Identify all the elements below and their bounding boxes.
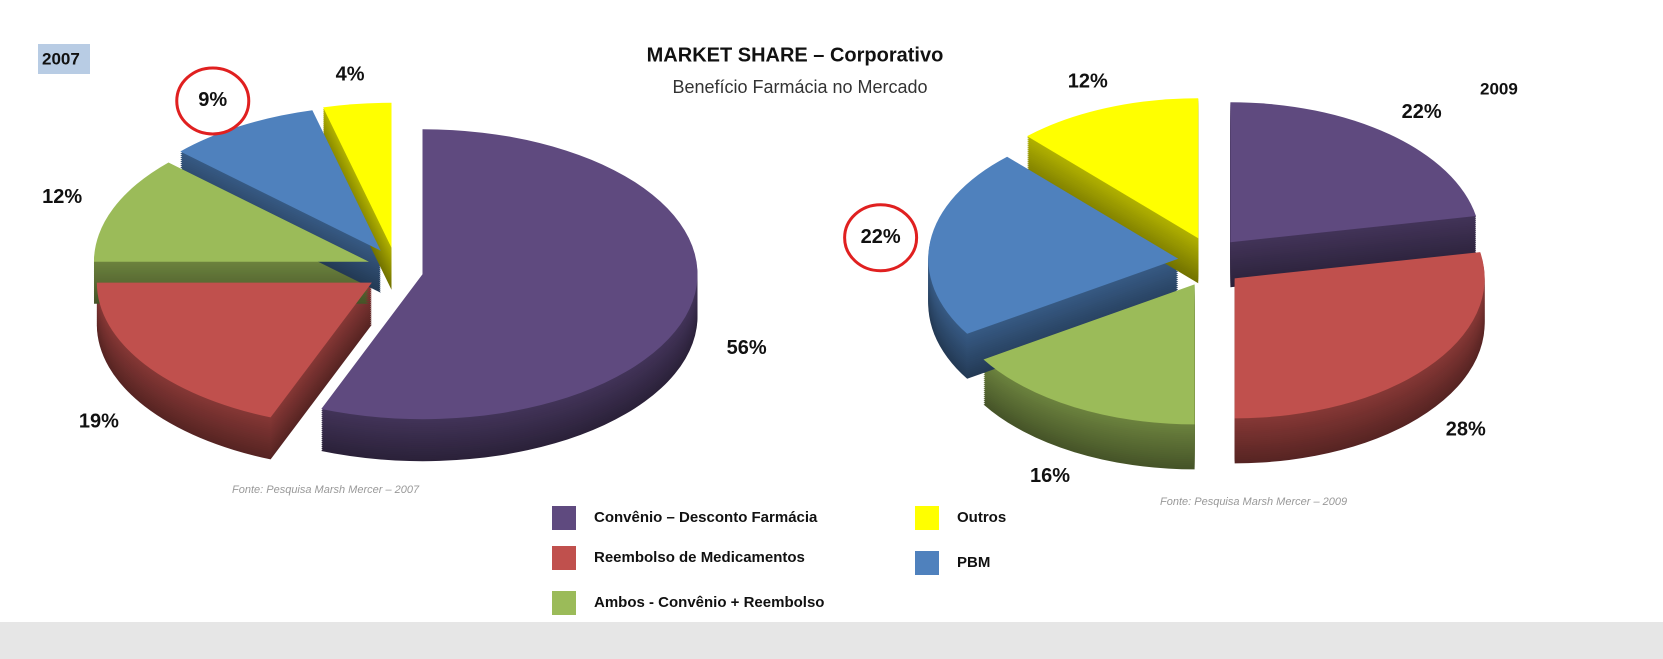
data-label: 12% bbox=[1068, 70, 1108, 92]
chart-subtitle: Benefício Farmácia no Mercado bbox=[672, 77, 927, 97]
slice bbox=[180, 110, 381, 251]
data-label: 12% bbox=[42, 186, 82, 208]
slice bbox=[321, 129, 698, 420]
legend-label: Ambos - Convênio + Reembolso bbox=[594, 594, 824, 611]
legend-swatch bbox=[915, 506, 939, 530]
legend-swatch bbox=[915, 551, 939, 575]
data-label: 56% bbox=[727, 337, 767, 359]
slice bbox=[93, 162, 369, 262]
data-label: 22% bbox=[861, 226, 901, 248]
data-label: 28% bbox=[1446, 419, 1486, 441]
chart-title: MARKET SHARE – Corporativo bbox=[647, 44, 944, 66]
year-highlight bbox=[38, 44, 90, 74]
legend-swatch bbox=[552, 506, 576, 530]
legend-label: Reembolso de Medicamentos bbox=[594, 549, 805, 566]
source-note: Fonte: Pesquisa Marsh Mercer – 2009 bbox=[1160, 496, 1347, 508]
legend-swatch bbox=[552, 591, 576, 615]
legend-label: Outros bbox=[957, 509, 1006, 526]
data-label: 16% bbox=[1030, 465, 1070, 487]
year-label: 2009 bbox=[1480, 79, 1518, 98]
slice bbox=[1027, 98, 1199, 239]
data-label: 22% bbox=[1402, 101, 1442, 123]
slice bbox=[983, 284, 1195, 425]
legend-label: PBM bbox=[957, 554, 990, 571]
data-label: 4% bbox=[336, 63, 365, 85]
highlight-circle bbox=[175, 66, 251, 136]
slice bbox=[928, 156, 1179, 334]
data-label: 19% bbox=[79, 411, 119, 433]
slice bbox=[1234, 252, 1485, 419]
slice bbox=[96, 282, 372, 418]
year-label: 2007 bbox=[42, 49, 80, 68]
data-label: 9% bbox=[198, 89, 227, 111]
slice bbox=[1230, 102, 1476, 243]
source-note: Fonte: Pesquisa Marsh Mercer – 2007 bbox=[232, 484, 420, 496]
bottom-strip bbox=[0, 622, 1663, 659]
legend-swatch bbox=[552, 546, 576, 570]
slice bbox=[323, 102, 392, 248]
legend-label: Convênio – Desconto Farmácia bbox=[594, 509, 818, 526]
highlight-circle bbox=[843, 203, 919, 273]
